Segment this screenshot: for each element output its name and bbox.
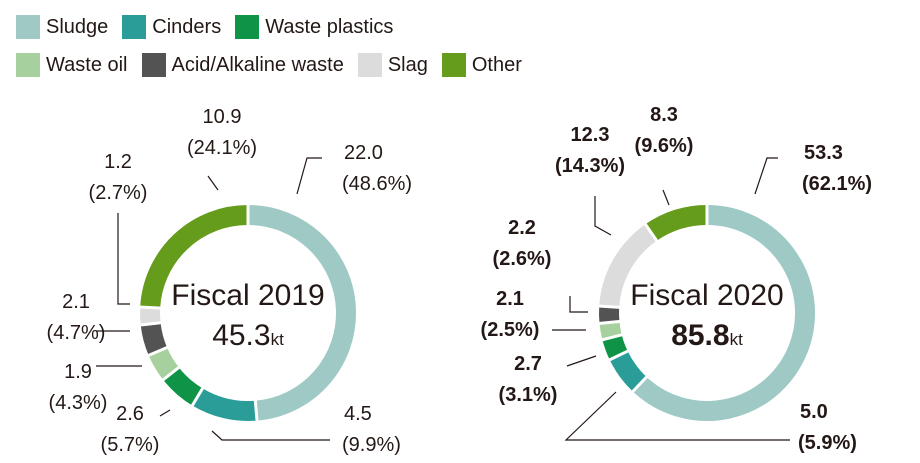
legend-item-cinders: Cinders: [122, 15, 221, 39]
legend-item-acid-alkaline: Acid/Alkaline waste: [141, 53, 344, 77]
slice-waste-plastics: [163, 367, 203, 406]
data-label-value: 10.9: [203, 106, 242, 128]
leader-line: [207, 175, 219, 191]
slice-sludge: [247, 205, 356, 421]
legend-label: Sludge: [46, 15, 109, 38]
total-unit: kt: [730, 330, 744, 349]
data-label-percent: (4.3%): [49, 392, 108, 414]
slice-separator: [631, 375, 649, 394]
data-label-value: 1.2: [104, 151, 132, 173]
slice-other: [140, 205, 249, 309]
data-label-value: 2.1: [496, 288, 524, 310]
slice-waste-plastics: [602, 334, 628, 360]
leader-line: [211, 430, 330, 441]
legend-swatch: [122, 15, 147, 39]
slice-other: [645, 205, 708, 241]
data-label-percent: (2.7%): [89, 182, 148, 204]
slice-sludge: [632, 205, 815, 421]
donut-fiscal-2020: Fiscal 2020 85.8kt 53.3 (62.1%) 5.0 (5.9%) 2.7…: [481, 104, 872, 454]
data-label-percent: (3.1%): [499, 384, 558, 406]
legend-item-sludge: Sludge: [16, 15, 108, 39]
legend-label: Waste plastics: [265, 15, 394, 38]
slice-slag: [599, 224, 658, 308]
center-title: Fiscal 2020: [630, 279, 783, 312]
slice-slag: [140, 306, 161, 325]
legend-row-2: Waste oil Acid/Alkaline waste Slag Other: [16, 46, 916, 84]
slice-acid-alkaline-waste: [140, 322, 168, 356]
data-label-percent: (4.7%): [47, 322, 106, 344]
slice-separator: [643, 222, 659, 243]
data-label-percent: (5.9%): [798, 432, 857, 454]
data-label-percent: (5.7%): [101, 434, 160, 456]
slice-waste-oil: [148, 347, 180, 380]
legend-item-waste-oil: Waste oil: [16, 53, 128, 77]
legend-item-waste-plastics: Waste plastics: [235, 15, 393, 39]
leader-line: [569, 296, 588, 313]
slice-separator: [139, 305, 162, 310]
legend-label: Other: [471, 53, 522, 76]
data-label-percent: (14.3%): [555, 155, 625, 177]
data-label-value: 5.0: [800, 401, 828, 423]
leader-line: [296, 157, 322, 195]
leader-line: [566, 355, 597, 367]
leader-line: [117, 213, 130, 305]
legend-swatch: [16, 15, 40, 39]
legend-item-slag: Slag: [357, 53, 428, 77]
legend-label: Cinders: [152, 15, 222, 38]
slice-separator: [190, 386, 205, 408]
data-label-value: 4.5: [344, 403, 372, 425]
legend-swatch: [16, 53, 40, 77]
data-label-value: 53.3: [804, 142, 843, 164]
slice-cinders: [192, 388, 257, 421]
legend-swatch: [441, 53, 466, 77]
total-value: 85.8: [671, 319, 729, 352]
data-label-percent: (9.6%): [635, 135, 694, 157]
data-label-percent: (62.1%): [802, 173, 872, 195]
slice-separator: [608, 349, 630, 362]
leader-line: [564, 391, 790, 441]
legend-row-1: Sludge Cinders Waste plastics: [16, 8, 916, 46]
total-unit: kt: [271, 330, 285, 349]
center-total: 45.3kt: [212, 319, 284, 352]
data-label-percent: (48.6%): [342, 173, 412, 195]
slice-separator: [598, 304, 621, 309]
chart-legend: Sludge Cinders Waste plastics Waste oil …: [16, 8, 916, 84]
legend-swatch: [235, 15, 260, 39]
data-label-percent: (24.1%): [187, 137, 257, 159]
slice-separator: [147, 345, 169, 358]
data-label-value: 1.9: [64, 361, 92, 383]
slice-separator: [161, 365, 181, 382]
legend-label: Waste oil: [46, 53, 128, 76]
data-label-value: 2.2: [508, 217, 536, 239]
data-label-value: 8.3: [650, 104, 678, 126]
total-value: 45.3: [212, 319, 270, 352]
data-label-percent: (9.9%): [342, 434, 401, 456]
legend-swatch: [357, 53, 382, 77]
data-label-value: 2.6: [116, 403, 144, 425]
center-total: 85.8kt: [671, 319, 743, 352]
leader-line: [754, 157, 778, 195]
legend-swatch: [141, 53, 166, 77]
data-label-percent: (2.6%): [493, 248, 552, 270]
center-title: Fiscal 2019: [171, 279, 324, 312]
leader-line: [159, 409, 171, 417]
slice-separator: [253, 399, 259, 422]
data-label-value: 22.0: [344, 142, 383, 164]
donut-fiscal-2019: Fiscal 2019 45.3kt 22.0 (48.6%) 4.5 (9.9%) 2.6…: [47, 106, 412, 456]
leader-line: [662, 189, 670, 206]
data-label-percent: (2.5%): [481, 319, 540, 341]
data-label-value: 2.1: [62, 291, 90, 313]
legend-label: Acid/Alkaline waste: [171, 53, 344, 76]
data-label-value: 2.7: [514, 353, 542, 375]
slice-separator: [601, 333, 624, 342]
data-label-value: 12.3: [571, 124, 610, 146]
slice-separator: [598, 319, 621, 326]
leader-line: [594, 196, 612, 236]
legend-item-other: Other: [441, 53, 522, 77]
slice-separator: [139, 321, 162, 327]
slice-waste-oil: [599, 321, 622, 340]
slice-cinders: [609, 350, 647, 392]
legend-label: Slag: [387, 53, 428, 76]
